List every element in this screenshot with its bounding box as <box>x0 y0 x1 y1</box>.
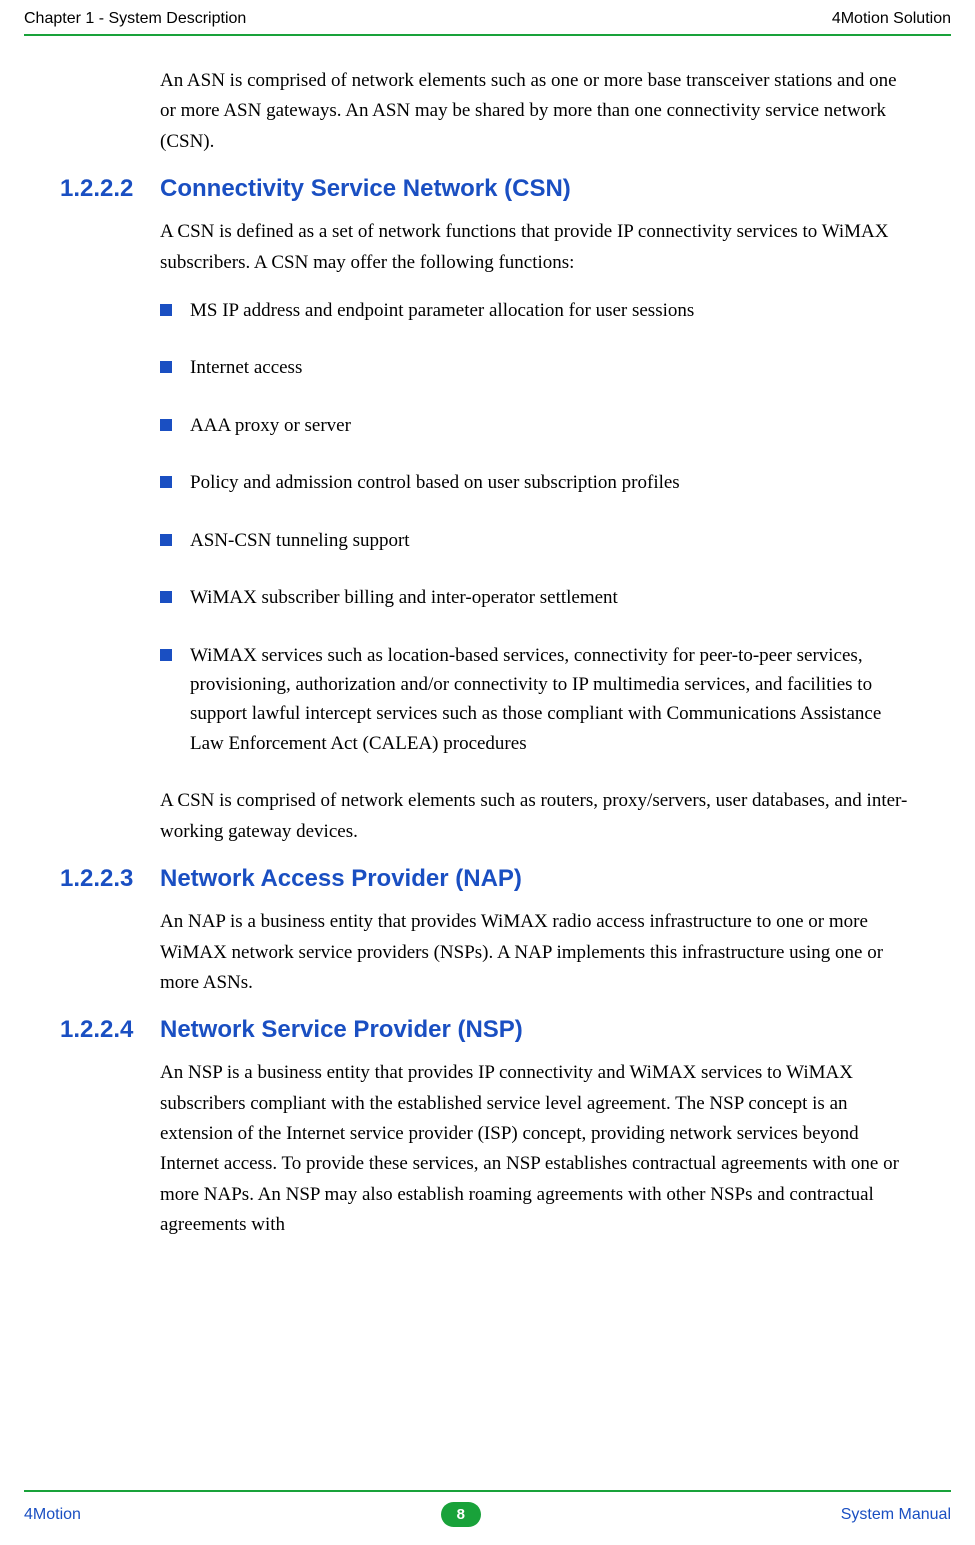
csn-bullet-list: MS IP address and endpoint parameter all… <box>160 296 915 758</box>
footer-rule <box>24 1490 951 1492</box>
list-item: Internet access <box>160 353 915 382</box>
bullet-text: Policy and admission control based on us… <box>190 468 680 497</box>
page-footer: 4Motion 8 System Manual <box>0 1490 975 1527</box>
page-number-pill: 8 <box>441 1502 481 1527</box>
header-right: 4Motion Solution <box>832 10 951 28</box>
bullet-icon <box>160 649 172 661</box>
bullet-text: Internet access <box>190 353 302 382</box>
bullet-icon <box>160 361 172 373</box>
list-item: AAA proxy or server <box>160 411 915 440</box>
section-1224-body: An NSP is a business entity that provide… <box>160 1058 915 1240</box>
section-number: 1.2.2.3 <box>60 865 160 893</box>
header-left: Chapter 1 - System Description <box>24 10 246 28</box>
section-1224-heading: 1.2.2.4 Network Service Provider (NSP) <box>60 1016 915 1044</box>
page-content: An ASN is comprised of network elements … <box>0 36 975 1241</box>
footer-row: 4Motion 8 System Manual <box>24 1502 951 1527</box>
section-1222-heading: 1.2.2.2 Connectivity Service Network (CS… <box>60 175 915 203</box>
list-item: ASN-CSN tunneling support <box>160 526 915 555</box>
section-1223-heading: 1.2.2.3 Network Access Provider (NAP) <box>60 865 915 893</box>
footer-left: 4Motion <box>24 1506 81 1524</box>
list-item: WiMAX services such as location-based se… <box>160 641 915 759</box>
bullet-text: AAA proxy or server <box>190 411 351 440</box>
intro-paragraph: An ASN is comprised of network elements … <box>160 66 915 157</box>
bullet-icon <box>160 591 172 603</box>
bullet-text: WiMAX subscriber billing and inter-opera… <box>190 583 618 612</box>
bullet-text: WiMAX services such as location-based se… <box>190 641 915 759</box>
list-item: MS IP address and endpoint parameter all… <box>160 296 915 325</box>
section-1222-tail: A CSN is comprised of network elements s… <box>160 786 915 847</box>
section-title: Network Access Provider (NAP) <box>160 865 522 893</box>
footer-right: System Manual <box>841 1506 951 1524</box>
bullet-icon <box>160 534 172 546</box>
bullet-text: ASN-CSN tunneling support <box>190 526 410 555</box>
bullet-icon <box>160 304 172 316</box>
bullet-text: MS IP address and endpoint parameter all… <box>190 296 694 325</box>
bullet-icon <box>160 476 172 488</box>
section-number: 1.2.2.2 <box>60 175 160 203</box>
list-item: WiMAX subscriber billing and inter-opera… <box>160 583 915 612</box>
page-header: Chapter 1 - System Description 4Motion S… <box>0 0 975 34</box>
section-1223-body: An NAP is a business entity that provide… <box>160 907 915 998</box>
bullet-icon <box>160 419 172 431</box>
section-title: Connectivity Service Network (CSN) <box>160 175 571 203</box>
section-number: 1.2.2.4 <box>60 1016 160 1044</box>
section-title: Network Service Provider (NSP) <box>160 1016 523 1044</box>
list-item: Policy and admission control based on us… <box>160 468 915 497</box>
section-1222-lead: A CSN is defined as a set of network fun… <box>160 217 915 278</box>
